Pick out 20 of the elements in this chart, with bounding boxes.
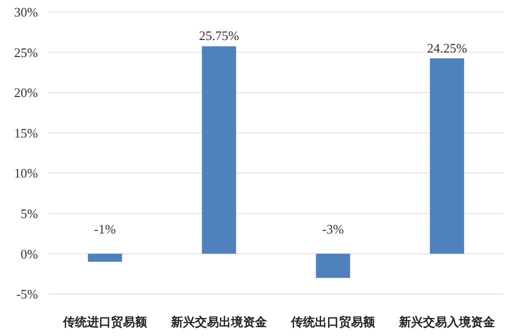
bar bbox=[316, 254, 350, 278]
y-tick-label: 0% bbox=[20, 246, 38, 262]
data-label: 25.75% bbox=[198, 28, 240, 44]
bar bbox=[202, 46, 236, 254]
y-tick-label: 25% bbox=[14, 44, 38, 60]
data-label: -1% bbox=[94, 222, 116, 237]
bar bbox=[430, 58, 464, 254]
data-label: 24.25% bbox=[426, 40, 468, 56]
x-tick-label: 新兴交易入境资金 bbox=[398, 315, 496, 329]
data-label: -3% bbox=[322, 222, 344, 237]
y-tick-label: 20% bbox=[14, 85, 38, 100]
y-tick-label: 10% bbox=[14, 166, 38, 181]
x-tick-label: 传统出口贸易额 bbox=[290, 315, 376, 329]
bar bbox=[88, 254, 122, 262]
y-tick-label: 30% bbox=[14, 4, 38, 20]
y-tick-label: -5% bbox=[16, 286, 38, 302]
y-tick-label: 5% bbox=[20, 206, 38, 221]
x-tick-label: 传统进口贸易额 bbox=[62, 315, 148, 329]
y-tick-label: 15% bbox=[14, 125, 38, 140]
x-tick-label: 新兴交易出境资金 bbox=[170, 315, 268, 329]
